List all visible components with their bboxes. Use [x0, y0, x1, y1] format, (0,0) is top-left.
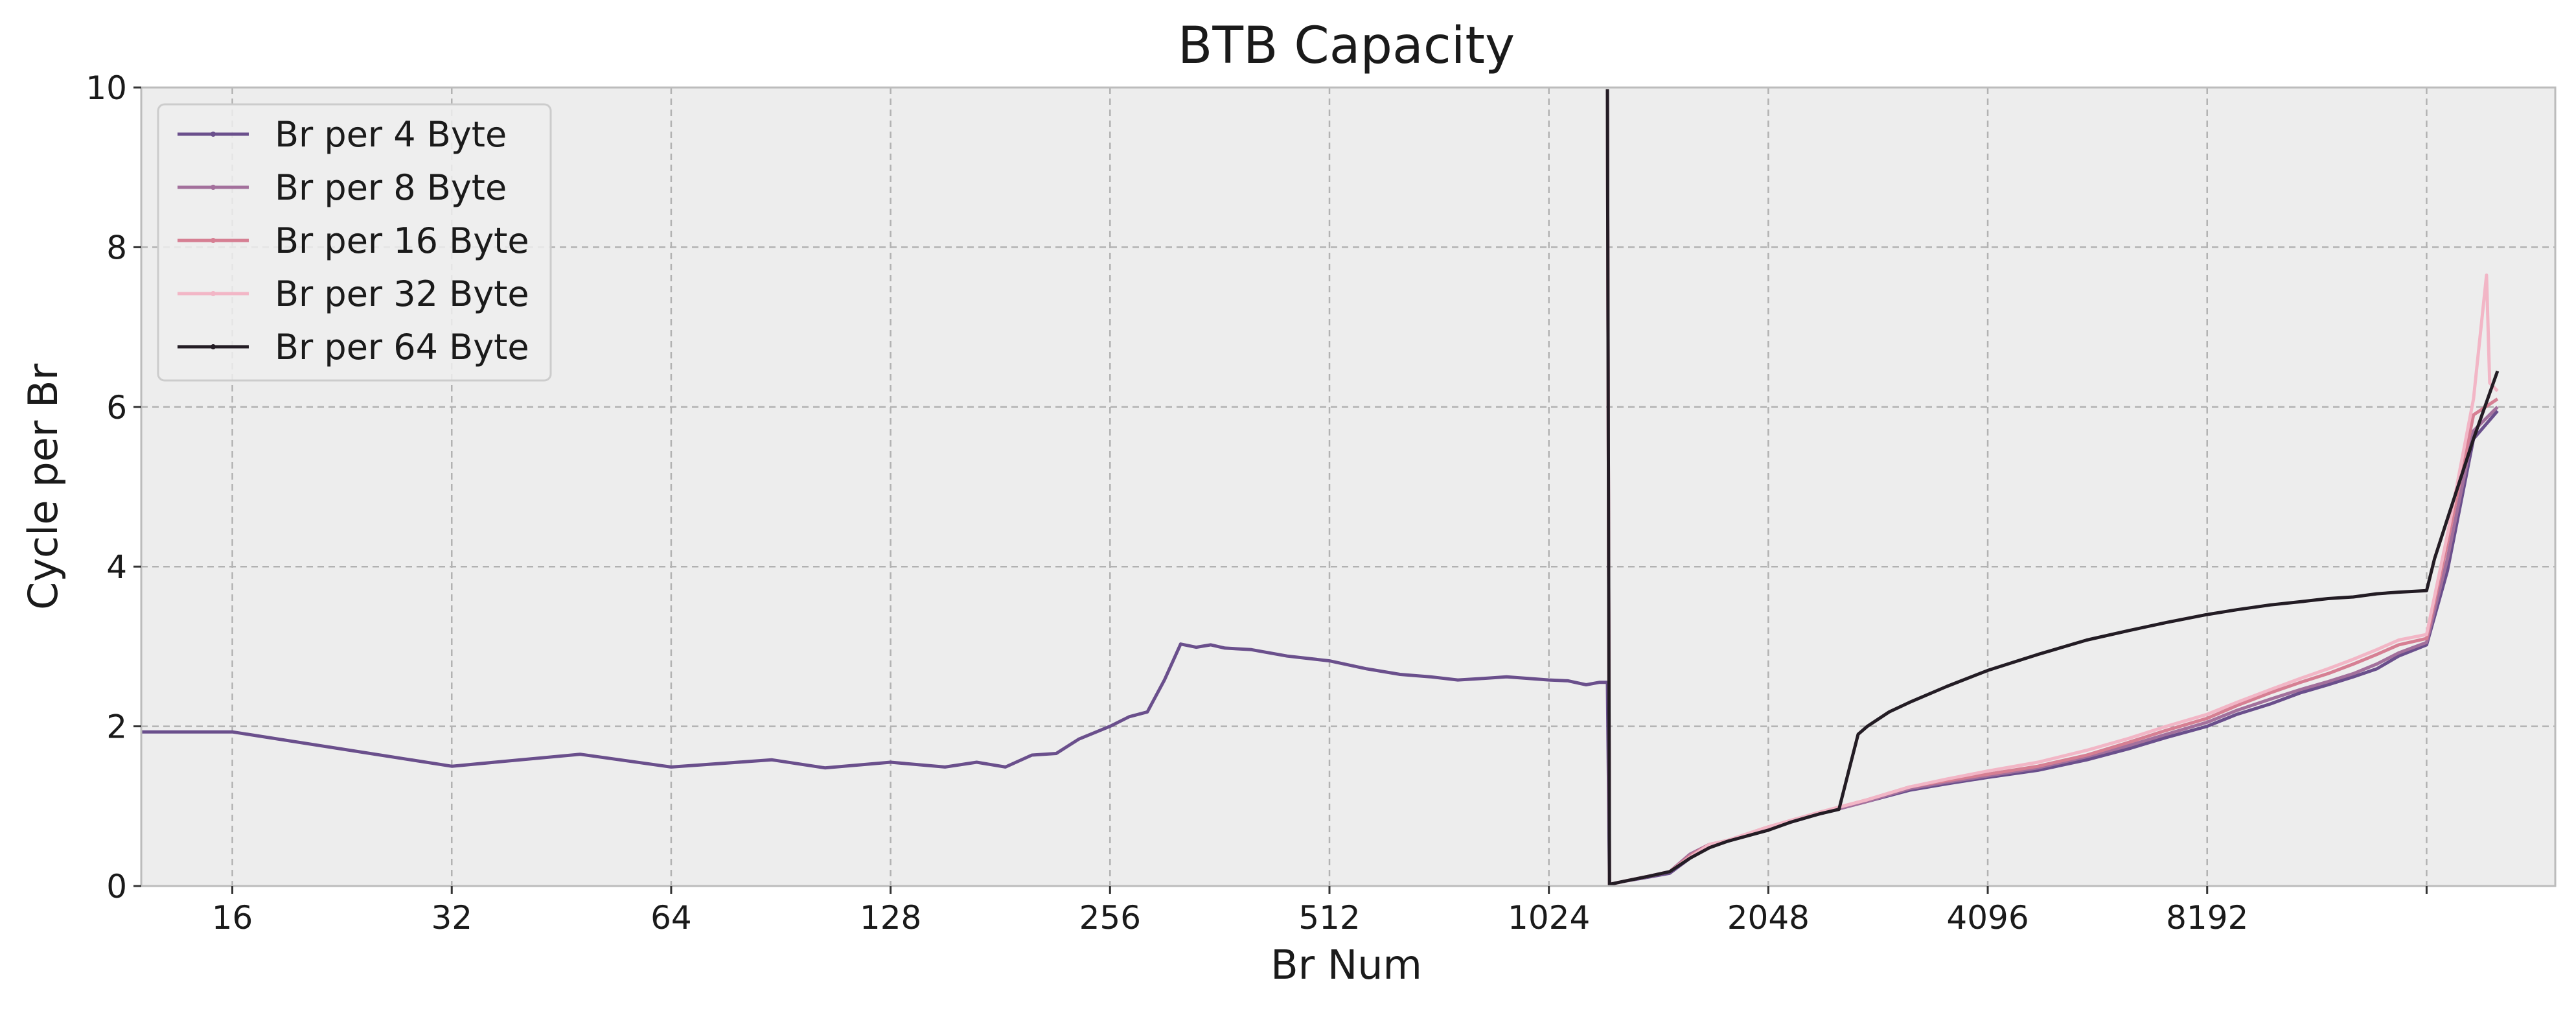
x-tick-label: 2048	[1727, 899, 1810, 937]
series-lines	[141, 89, 2500, 886]
legend-marker	[211, 238, 216, 243]
legend-marker	[211, 185, 216, 190]
x-tick-label: 16	[212, 899, 253, 937]
x-tick-label: 128	[860, 899, 921, 937]
legend-box	[157, 103, 552, 382]
grid	[141, 88, 2555, 886]
x-tick-label: 8192	[2166, 899, 2248, 937]
legend-marker	[211, 291, 216, 296]
legend-label: Br per 16 Byte	[275, 220, 529, 261]
x-tick-label: 64	[650, 899, 692, 937]
plot-frame	[140, 86, 2557, 887]
legend: Br per 4 Byte Br per 8 Byte Br per 16 Byte…	[157, 103, 552, 382]
x-tick-label: 32	[431, 899, 472, 937]
x-axis-label: Br Num	[1271, 941, 1422, 988]
x-tick-label: 256	[1079, 899, 1141, 937]
legend-items: Br per 4 Byte Br per 8 Byte Br per 16 Byte…	[178, 114, 529, 368]
legend-label: Br per 32 Byte	[275, 274, 529, 314]
x-tick-label: 1024	[1508, 899, 1590, 937]
x-tick-label: 512	[1298, 899, 1360, 937]
y-tick-label: 2	[106, 708, 127, 746]
legend-label: Br per 64 Byte	[275, 327, 529, 368]
y-axis-label: Cycle per Br	[19, 364, 67, 610]
y-tick-label: 4	[106, 548, 127, 586]
x-axis-ticks: 16 32 64 128 256 512 1024 2048 4096 8192	[212, 886, 2428, 937]
y-tick-label: 10	[86, 69, 127, 107]
series-line-1	[141, 410, 2499, 886]
legend-marker	[211, 132, 216, 137]
chart-title: BTB Capacity	[1178, 17, 1515, 75]
legend-marker	[211, 344, 216, 349]
legend-label: Br per 8 Byte	[275, 167, 507, 208]
y-tick-label: 6	[106, 389, 127, 426]
series-line-5	[1605, 89, 2500, 886]
y-axis-ticks: 0 2 4 6 8 10	[86, 69, 141, 905]
legend-label: Br per 4 Byte	[275, 114, 507, 155]
x-tick-label: 4096	[1946, 899, 2029, 937]
y-tick-label: 8	[106, 229, 127, 266]
y-tick-label: 0	[106, 868, 127, 905]
